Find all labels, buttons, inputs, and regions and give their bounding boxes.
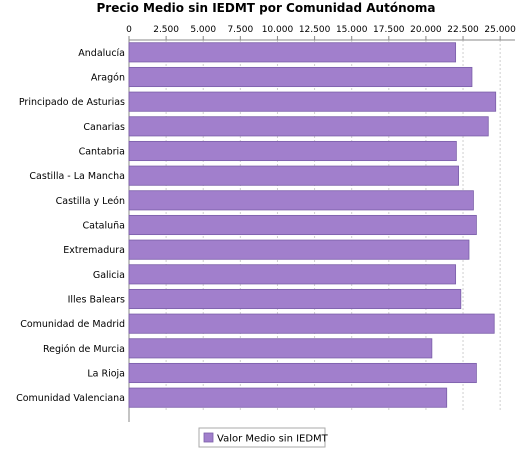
chart-title: Precio Medio sin IEDMT por Comunidad Aut…	[97, 1, 436, 15]
x-tick-label: 15.000	[336, 25, 368, 35]
bar	[128, 42, 457, 63]
legend-label: Valor Medio sin IEDMT	[217, 434, 329, 445]
bar	[128, 338, 433, 359]
x-tick-label: 22.500	[447, 25, 479, 35]
bar	[128, 387, 448, 408]
bar	[128, 165, 459, 186]
x-tick-label: 25.000	[484, 25, 516, 35]
category-label: Illes Balears	[68, 295, 125, 306]
bar	[128, 116, 489, 137]
bar	[128, 66, 473, 88]
category-label: Cataluña	[82, 221, 125, 232]
bar	[128, 140, 457, 162]
x-tick-label: 10.000	[262, 25, 294, 35]
category-label: Andalucía	[78, 48, 125, 59]
bar	[128, 313, 495, 334]
category-label: Comunidad Valenciana	[16, 393, 125, 404]
legend-swatch	[203, 432, 214, 443]
x-tick-label: 12.500	[299, 25, 331, 35]
category-label: Extremadura	[63, 245, 125, 256]
category-labels: Andalucía Aragón Principado de Asturias Can…	[16, 48, 125, 404]
bar	[128, 91, 497, 112]
legend: Valor Medio sin IEDMT	[198, 427, 329, 448]
bar	[128, 288, 462, 310]
category-label: Comunidad de Madrid	[20, 319, 125, 330]
category-label: La Rioja	[87, 369, 125, 380]
x-tick-label: 0	[126, 25, 132, 35]
category-label: Cantabria	[79, 147, 125, 158]
legend-box	[198, 427, 326, 448]
bar	[128, 264, 457, 285]
category-label: Castilla y León	[56, 196, 125, 207]
category-label: Castilla - La Mancha	[29, 171, 125, 182]
x-tick-label: 2.500	[153, 25, 179, 35]
bars	[128, 42, 497, 408]
category-label: Aragón	[91, 73, 125, 84]
x-tick-label: 5.000	[190, 25, 216, 35]
category-label: Canarias	[83, 122, 125, 133]
bar	[128, 190, 474, 211]
x-tick-label: 20.000	[410, 25, 442, 35]
category-label: Principado de Asturias	[19, 97, 125, 108]
category-label: Región de Murcia	[43, 344, 125, 355]
bar	[128, 214, 477, 236]
category-label: Galicia	[93, 270, 125, 281]
bar	[128, 362, 477, 384]
x-tick-label: 17.500	[373, 25, 405, 35]
x-tick-label: 7.500	[227, 25, 253, 35]
bar	[128, 239, 470, 260]
